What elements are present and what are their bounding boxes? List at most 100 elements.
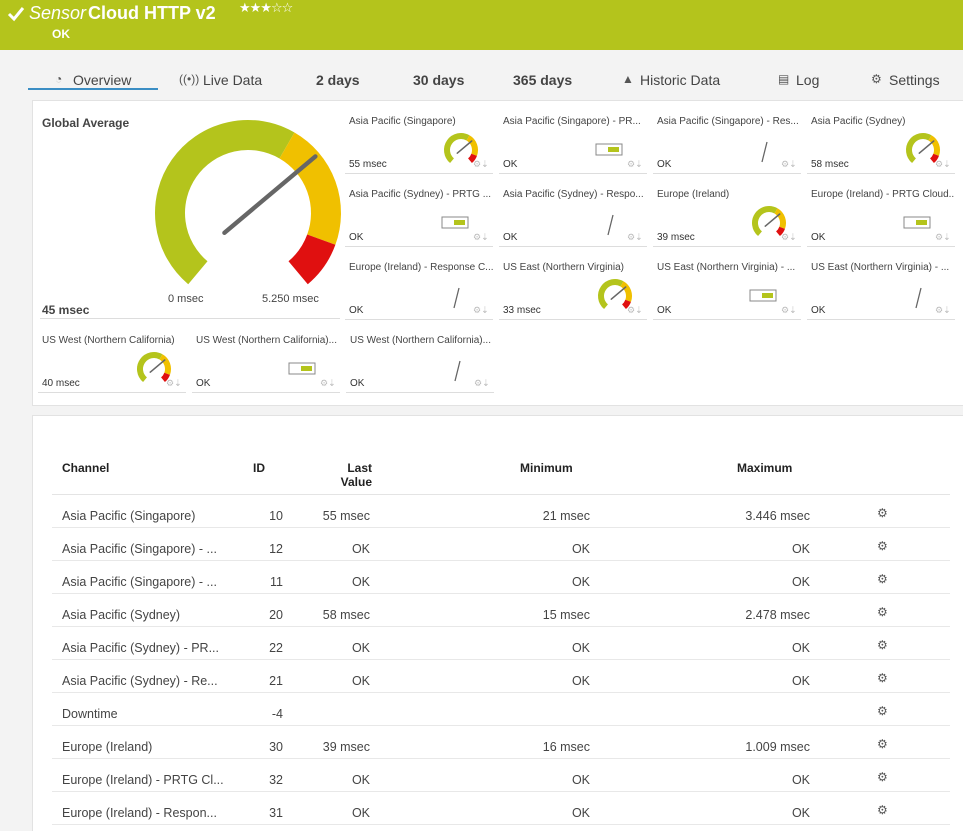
- tile-tools: ⚙⇣: [473, 159, 489, 169]
- gauge-needle: [918, 140, 935, 154]
- tab[interactable]: Historic Data: [640, 72, 721, 88]
- priority-stars[interactable]: ★★★☆☆: [239, 0, 293, 15]
- table-cell: OK: [571, 641, 590, 655]
- column-header[interactable]: Maximum: [737, 461, 793, 475]
- tab[interactable]: Overview: [73, 72, 132, 88]
- column-header[interactable]: Minimum: [520, 461, 573, 475]
- tab[interactable]: Log: [796, 72, 820, 88]
- table-cell: OK: [791, 773, 810, 787]
- table-cell: OK: [571, 806, 590, 820]
- tile-title: Asia Pacific (Sydney): [811, 116, 906, 127]
- tile-title: US East (Northern Virginia) - ...: [811, 262, 950, 273]
- table-cell: OK: [351, 542, 370, 556]
- tab[interactable]: Settings: [889, 72, 940, 88]
- gauge-arc: [159, 354, 171, 375]
- row-settings[interactable]: ⚙: [877, 704, 888, 718]
- table-cell: 2.478 msec: [745, 608, 810, 622]
- gauge-needle: [456, 140, 473, 154]
- tile-title: US East (Northern Virginia): [503, 262, 624, 273]
- tile-value: OK: [349, 232, 364, 243]
- row-line: [52, 791, 950, 792]
- tile-underline: [499, 246, 647, 247]
- table-cell: OK: [351, 641, 370, 655]
- table-cell: 20: [269, 608, 283, 622]
- gauge-arc: [155, 120, 295, 285]
- tile-tools: ⚙⇣: [473, 232, 489, 242]
- row-settings[interactable]: ⚙: [877, 671, 888, 685]
- table-cell: OK: [791, 575, 810, 589]
- gauge-arc: [621, 299, 631, 310]
- row-settings[interactable]: ⚙: [877, 770, 888, 784]
- row-settings[interactable]: ⚙: [877, 803, 888, 817]
- table-cell: Asia Pacific (Singapore) - ...: [62, 575, 217, 589]
- gauge-arc: [466, 135, 478, 156]
- tile-tools: ⚙⇣: [935, 159, 951, 169]
- gauge-arc: [752, 206, 778, 237]
- column-header[interactable]: Channel: [62, 461, 110, 475]
- tile-tools: ⚙⇣: [166, 378, 182, 388]
- tile-underline: [807, 173, 955, 174]
- tile-tools: ⚙⇣: [781, 232, 797, 242]
- tile-value: OK: [811, 232, 826, 243]
- column-header[interactable]: Last Value: [340, 461, 372, 489]
- tile-title: US West (Northern California)...: [350, 335, 491, 346]
- tile-title: Asia Pacific (Singapore): [349, 116, 456, 127]
- row-settings[interactable]: ⚙: [877, 539, 888, 553]
- table-cell: Europe (Ireland) - Respon...: [62, 806, 217, 820]
- tab-underline: [28, 88, 158, 90]
- row-settings[interactable]: ⚙: [877, 506, 888, 520]
- tile-widget: [906, 133, 940, 164]
- table-cell: 55 msec: [322, 509, 370, 523]
- tile-title: Asia Pacific (Sydney) - Respo...: [503, 189, 644, 200]
- tile-value: 40 msec: [42, 378, 80, 389]
- gauge-arc: [775, 226, 785, 237]
- tile-widget: [749, 289, 777, 302]
- tile-underline: [345, 173, 493, 174]
- row-line: [52, 824, 950, 825]
- tile-tools: ⚙⇣: [473, 305, 489, 315]
- indicator-line: [454, 360, 461, 382]
- table-cell: 32: [269, 773, 283, 787]
- tab-icon: ◔: [55, 72, 63, 86]
- table-cell: 11: [270, 575, 283, 589]
- channels-panel: [32, 415, 963, 831]
- table-cell: OK: [351, 773, 370, 787]
- gauge-arc: [467, 153, 477, 164]
- table-cell: 10: [269, 509, 283, 523]
- tile-underline: [345, 319, 493, 320]
- row-line: [52, 692, 950, 693]
- indicator-line: [453, 287, 460, 309]
- tile-title: Europe (Ireland): [657, 189, 730, 200]
- row-line: [52, 758, 950, 759]
- tab[interactable]: 2 days: [316, 72, 360, 88]
- global-value: 45 msec: [42, 303, 90, 317]
- tab[interactable]: Live Data: [203, 72, 263, 88]
- table-cell: 21 msec: [542, 509, 590, 523]
- tile-widget: [288, 362, 316, 375]
- table-cell: OK: [351, 806, 370, 820]
- row-settings[interactable]: ⚙: [877, 638, 888, 652]
- table-cell: Asia Pacific (Sydney) - Re...: [62, 674, 218, 688]
- table-cell: 22: [269, 641, 283, 655]
- tile-widget: [607, 214, 614, 236]
- tile-underline: [499, 173, 647, 174]
- table-cell: OK: [351, 674, 370, 688]
- table-cell: OK: [571, 575, 590, 589]
- tab[interactable]: 365 days: [513, 72, 573, 88]
- tile-value: OK: [503, 159, 518, 170]
- row-settings[interactable]: ⚙: [877, 737, 888, 751]
- tile-value: 39 msec: [657, 232, 695, 243]
- toggle-fill: [916, 220, 927, 225]
- tile-tools: ⚙⇣: [781, 159, 797, 169]
- column-header[interactable]: ID: [253, 461, 265, 475]
- tile-value: 33 msec: [503, 305, 541, 316]
- global-underline: [40, 318, 340, 319]
- tile-widget: [761, 141, 768, 163]
- row-settings[interactable]: ⚙: [877, 572, 888, 586]
- tile-underline: [653, 246, 801, 247]
- table-cell: OK: [791, 641, 810, 655]
- row-settings[interactable]: ⚙: [877, 605, 888, 619]
- tile-widget: [915, 287, 922, 309]
- tab[interactable]: 30 days: [413, 72, 465, 88]
